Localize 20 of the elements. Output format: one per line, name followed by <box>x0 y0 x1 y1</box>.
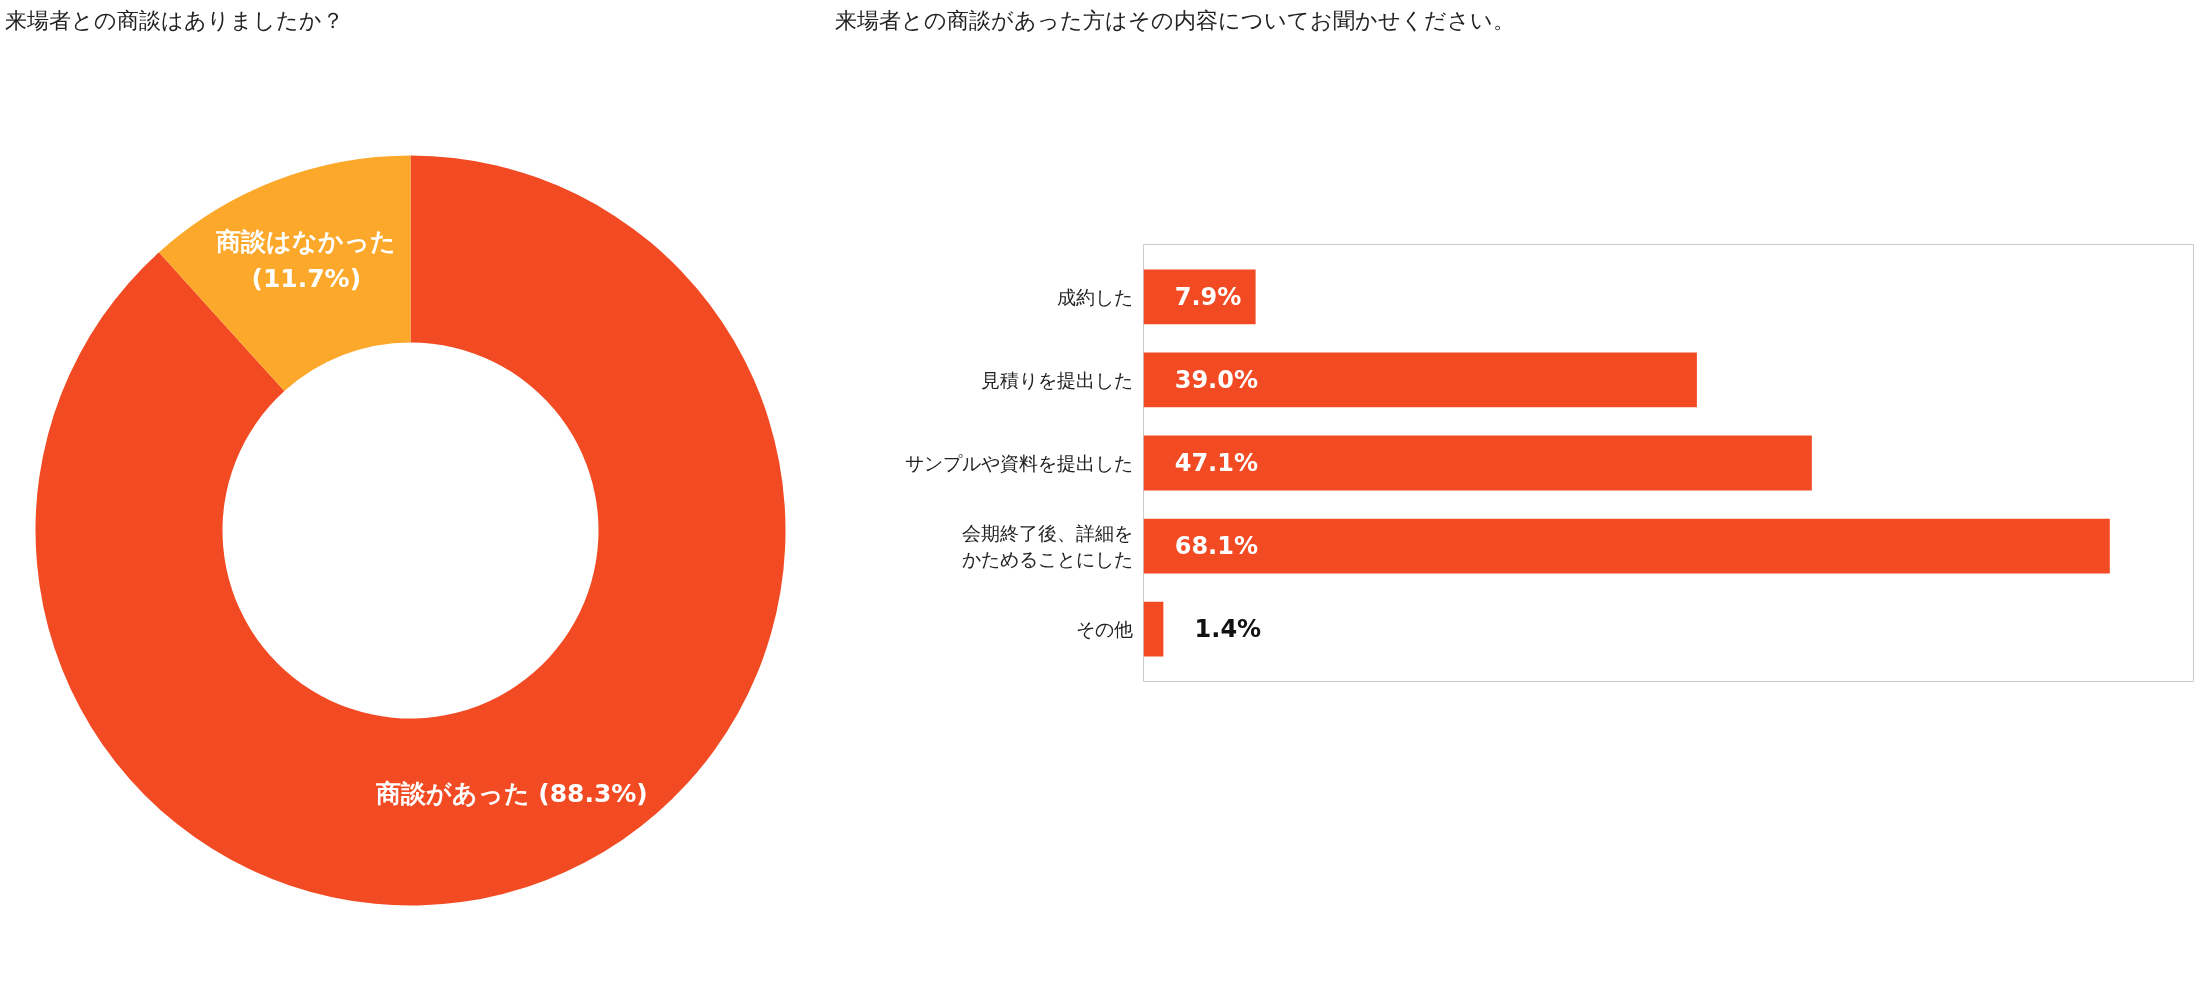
data-label: 7.9% <box>1174 282 1242 311</box>
bar <box>1143 518 2110 574</box>
data-label: 68.1% <box>1174 532 1258 561</box>
bar <box>1143 601 1164 657</box>
bar <box>1143 269 1256 325</box>
data-label: (11.7%) <box>251 264 362 294</box>
data-label: 1.4% <box>1194 615 1262 644</box>
data-label: 47.1% <box>1174 449 1258 477</box>
y-tick-label: サンプルや資料を提出した <box>904 452 1133 474</box>
bar <box>1143 352 1697 408</box>
data-label: 39.0% <box>1174 365 1258 394</box>
y-tick-label: 成約した <box>1056 285 1133 308</box>
y-tick-label: 会期終了後、詳細をかためることにした <box>961 521 1133 571</box>
slice-label: 商談はなかった <box>215 226 397 256</box>
bar <box>1143 435 1812 491</box>
slice-label: 商談があった (88.3%) <box>374 778 648 808</box>
chart-title: 来場者との商談があった方はその内容についてお聞かせください。 <box>835 7 1515 35</box>
y-tick-label: その他 <box>1075 618 1133 641</box>
chart-title: 来場者との商談はありましたか？ <box>5 7 344 35</box>
y-tick-label: 見積りを提出した <box>980 368 1133 391</box>
